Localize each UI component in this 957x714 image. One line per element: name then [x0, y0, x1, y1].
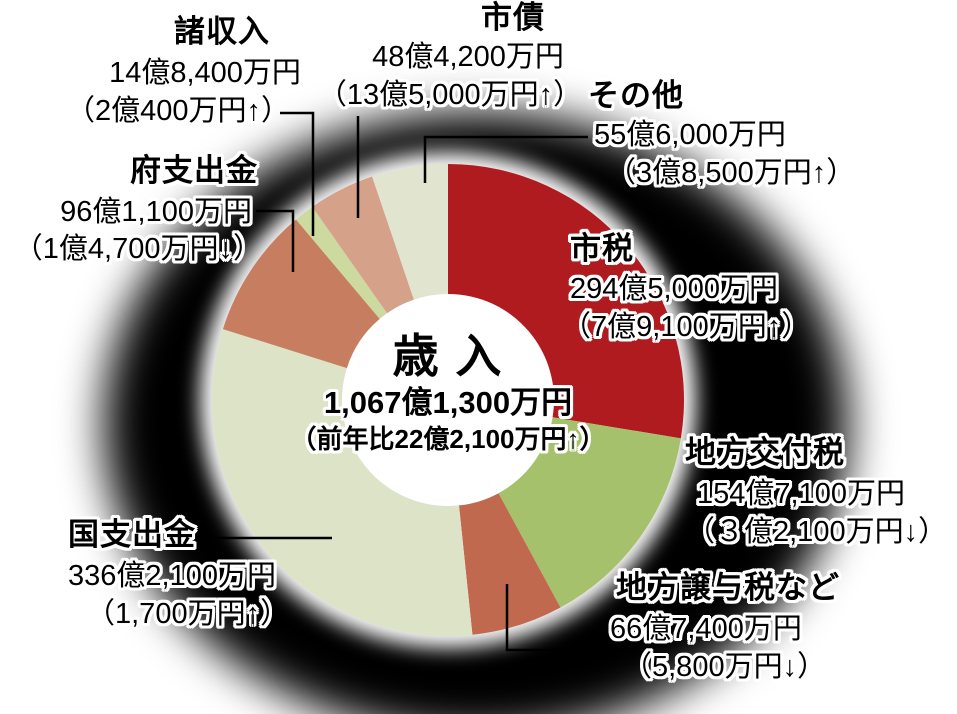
callout-chihojoyozei-amount: 66億7,400万円 — [610, 613, 802, 645]
segment-国支出金 — [212, 329, 473, 636]
leader-line-sonota — [423, 135, 588, 183]
callout-fushishutsukin-title: 府支出金 — [130, 153, 258, 188]
leader-line-shoshunyu — [280, 111, 315, 236]
callout-shisai-change: （13億5,000万円↑） — [317, 79, 583, 111]
callout-shizei-amount: 294億5,000万円 — [570, 273, 778, 305]
callout-chihokofuzei-title: 地方交付税 — [685, 435, 845, 470]
callout-kunishishutsukin-amount: 336億2,100万円 — [68, 560, 276, 592]
segment-地方譲与税など — [458, 493, 561, 635]
callout-kunishishutsukin-title: 国支出金 — [68, 517, 196, 552]
chart-center-total: 1,067億1,300万円 — [323, 385, 573, 420]
callout-shoshunyu-change: （2億400万円↑） — [65, 95, 290, 127]
callout-sonota-change: （3億8,500万円↑） — [607, 157, 856, 189]
callout-chihojoyozei-change: （5,800万円↓） — [623, 651, 827, 683]
callout-shoshunyu-amount: 14億8,400万円 — [109, 57, 301, 89]
segment-府支出金 — [222, 219, 380, 369]
callout-shisai-title: 市債 — [481, 0, 545, 35]
segment-市債 — [312, 176, 414, 314]
segment-地方交付税 — [498, 417, 681, 608]
callout-chihojoyozei-title: 地方譲与税など — [616, 570, 840, 605]
chart-center-change: （前年比22億2,100万円↑） — [290, 424, 606, 454]
callout-shizei-title: 市税 — [570, 231, 634, 266]
callout-kunishishutsukin-change: （1,700万円↑） — [86, 598, 290, 630]
chart-center-title: 歳 入 — [392, 330, 504, 382]
callout-fushishutsukin-amount: 96億1,100万円 — [60, 196, 252, 228]
leader-line-fushishutsukin — [256, 209, 295, 272]
leader-line-chihojoyozei — [505, 584, 618, 652]
callout-sonota-title: その他 — [588, 78, 684, 113]
callout-shisai-amount: 48億4,200万円 — [372, 41, 564, 73]
callout-shizei-change: （7億9,100万円↑） — [562, 311, 811, 343]
callout-chihokofuzei-change: （３億2,100万円↓） — [686, 516, 948, 548]
segment-市税 — [448, 164, 684, 439]
segment-その他 — [372, 164, 448, 300]
callout-fushishutsukin-change: （1億4,700万円↓） — [13, 233, 262, 265]
callout-chihokofuzei-amount: 154億7,100万円 — [697, 478, 905, 510]
donut-hole — [340, 292, 556, 508]
callout-sonota-amount: 55億6,000万円 — [594, 119, 786, 151]
callout-shoshunyu-title: 諸収入 — [174, 14, 270, 49]
segment-諸収入 — [295, 206, 388, 319]
